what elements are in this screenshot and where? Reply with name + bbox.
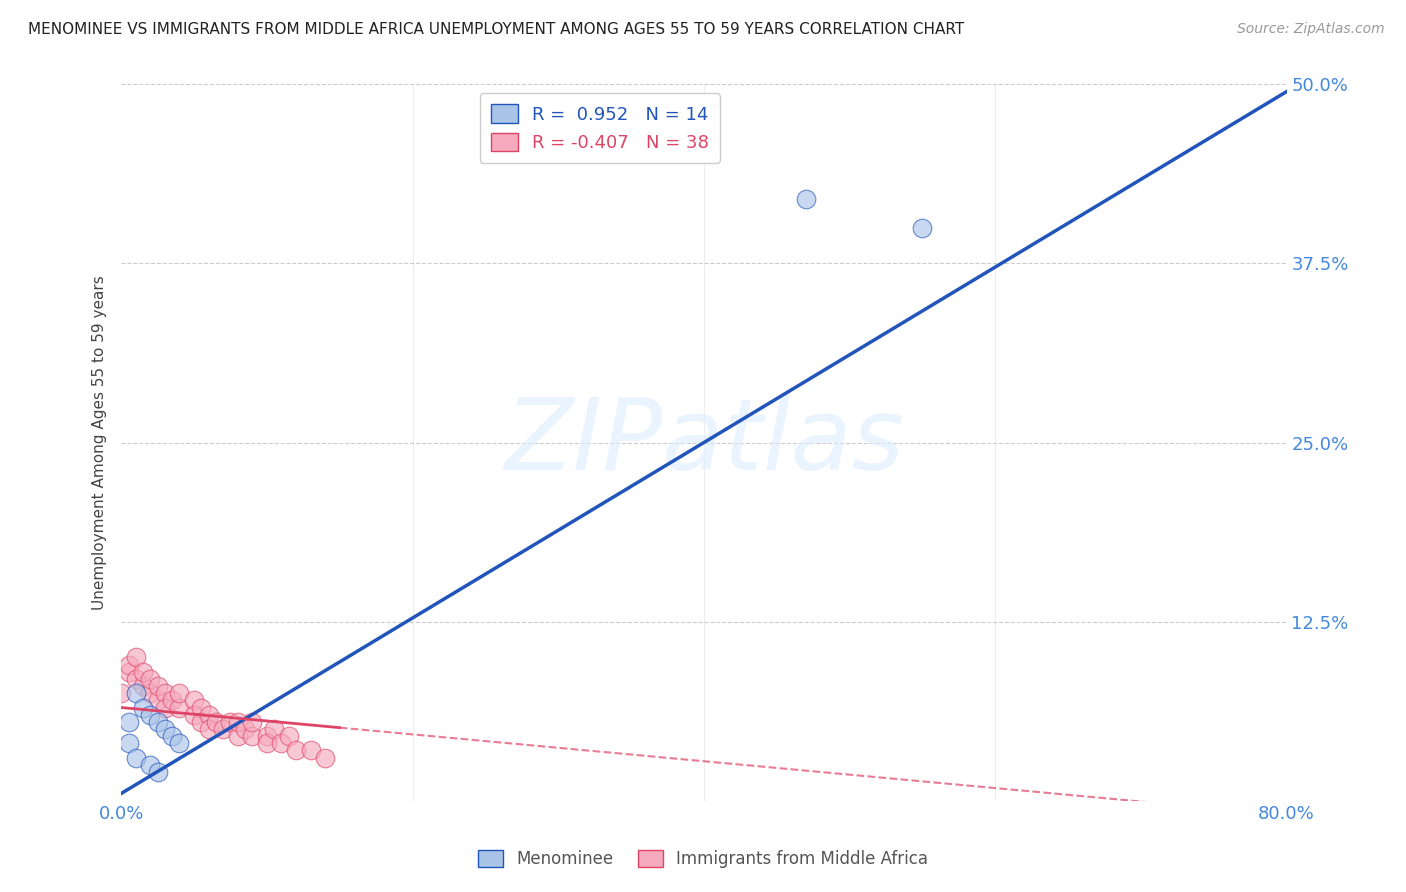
Point	[169, 686, 191, 700]
Point	[139, 707, 162, 722]
Point	[160, 693, 183, 707]
Point	[153, 722, 176, 736]
Point	[132, 679, 155, 693]
Point	[125, 672, 148, 686]
Point	[233, 722, 256, 736]
Point	[263, 722, 285, 736]
Text: MENOMINEE VS IMMIGRANTS FROM MIDDLE AFRICA UNEMPLOYMENT AMONG AGES 55 TO 59 YEAR: MENOMINEE VS IMMIGRANTS FROM MIDDLE AFRI…	[28, 22, 965, 37]
Point	[153, 700, 176, 714]
Point	[205, 714, 228, 729]
Point	[169, 736, 191, 750]
Point	[146, 679, 169, 693]
Point	[139, 672, 162, 686]
Point	[226, 714, 249, 729]
Text: Source: ZipAtlas.com: Source: ZipAtlas.com	[1237, 22, 1385, 37]
Point	[117, 714, 139, 729]
Point	[169, 700, 191, 714]
Point	[197, 707, 219, 722]
Y-axis label: Unemployment Among Ages 55 to 59 years: Unemployment Among Ages 55 to 59 years	[93, 275, 107, 610]
Point	[117, 657, 139, 672]
Point	[299, 743, 322, 757]
Point	[226, 729, 249, 743]
Point	[794, 192, 817, 206]
Point	[270, 736, 292, 750]
Point	[153, 686, 176, 700]
Point	[256, 729, 278, 743]
Point	[117, 736, 139, 750]
Point	[285, 743, 308, 757]
Point	[911, 220, 934, 235]
Point	[256, 736, 278, 750]
Point	[146, 714, 169, 729]
Point	[314, 750, 336, 764]
Point	[125, 686, 148, 700]
Point	[125, 750, 148, 764]
Text: ZIPatlas: ZIPatlas	[503, 394, 904, 491]
Point	[190, 714, 212, 729]
Legend: Menominee, Immigrants from Middle Africa: Menominee, Immigrants from Middle Africa	[471, 843, 935, 875]
Point	[125, 650, 148, 665]
Point	[117, 665, 139, 679]
Point	[160, 729, 183, 743]
Point	[132, 665, 155, 679]
Point	[240, 729, 263, 743]
Point	[277, 729, 299, 743]
Legend: R =  0.952   N = 14, R = -0.407   N = 38: R = 0.952 N = 14, R = -0.407 N = 38	[479, 94, 720, 163]
Point	[212, 722, 235, 736]
Point	[132, 700, 155, 714]
Point	[197, 722, 219, 736]
Point	[183, 707, 205, 722]
Point	[240, 714, 263, 729]
Point	[190, 700, 212, 714]
Point	[139, 757, 162, 772]
Point	[139, 686, 162, 700]
Point	[146, 764, 169, 779]
Point	[183, 693, 205, 707]
Point	[110, 686, 132, 700]
Point	[219, 714, 242, 729]
Point	[146, 693, 169, 707]
